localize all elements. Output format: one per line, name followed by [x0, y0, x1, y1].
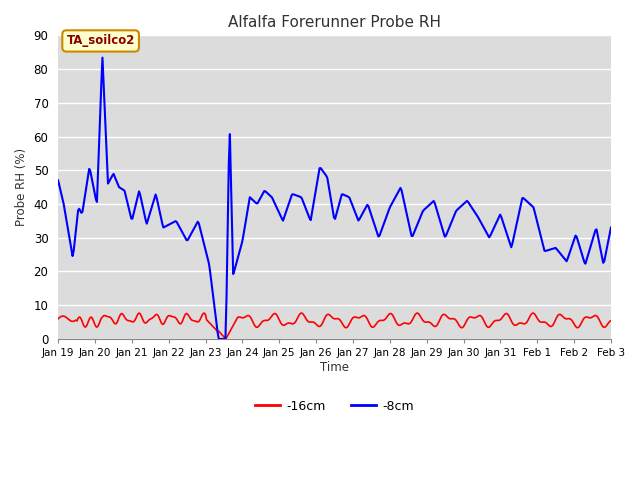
X-axis label: Time: Time	[320, 361, 349, 374]
Text: TA_soilco2: TA_soilco2	[67, 35, 135, 48]
Title: Alfalfa Forerunner Probe RH: Alfalfa Forerunner Probe RH	[228, 15, 441, 30]
Legend: -16cm, -8cm: -16cm, -8cm	[250, 395, 419, 418]
Y-axis label: Probe RH (%): Probe RH (%)	[15, 148, 28, 226]
